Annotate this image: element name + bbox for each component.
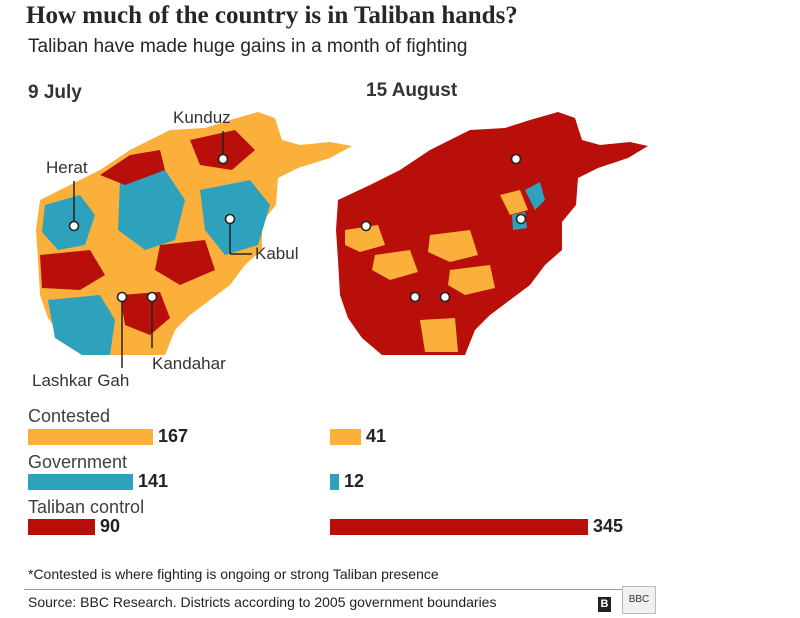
bar-1-1: [330, 474, 339, 490]
marker-aug-lashkar-gah: [409, 291, 421, 303]
marker-aug-kunduz: [510, 153, 522, 165]
bar-0-1: [28, 474, 133, 490]
map-july-taliban-south: [120, 292, 170, 335]
city-label-lashkar-gah: Lashkar Gah: [32, 371, 130, 390]
city-markers-august: [360, 153, 527, 303]
chart-subtitle: Taliban have made huge gains in a month …: [28, 36, 468, 57]
category-label-1: Government: [28, 452, 128, 472]
bar-0-2: [28, 519, 95, 535]
map-date-july: 9 July: [28, 82, 82, 103]
city-label-herat: Herat: [46, 158, 88, 177]
bbc-logo: B: [598, 597, 611, 612]
bar-1-0: [330, 429, 361, 445]
bbc-logo-image: BBC: [622, 586, 656, 614]
map-august-contested-3: [428, 230, 478, 262]
map-august-government-1: [525, 182, 545, 210]
bar-value-0-1: 141: [138, 471, 169, 491]
map-august-contested-5: [420, 318, 458, 352]
map-august-contested-6: [500, 190, 528, 215]
map-july-taliban-center: [155, 240, 215, 285]
category-label-0: Contested: [28, 406, 111, 426]
city-leaders-july: [73, 131, 252, 368]
map-august-outline: [336, 112, 648, 355]
city-markers-july: [68, 153, 236, 303]
bar-value-1-0: 41: [366, 426, 387, 446]
bar-value-0-2: 90: [100, 516, 121, 536]
map-july-government-south: [48, 295, 115, 355]
city-label-kandahar: Kandahar: [152, 354, 226, 373]
map-august-contested-1: [345, 225, 385, 252]
marker-kabul: [224, 213, 236, 225]
map-august: [336, 112, 648, 355]
marker-aug-herat: [360, 220, 372, 232]
bar-value-1-2: 345: [593, 516, 624, 536]
marker-kandahar: [146, 291, 158, 303]
category-label-2: Taliban control: [28, 497, 145, 517]
marker-aug-kabul: [515, 213, 527, 225]
source-text: Source: BBC Research. Districts accordin…: [28, 594, 497, 610]
chart-title: How much of the country is in Taliban ha…: [26, 2, 518, 29]
map-august-contested-4: [448, 265, 495, 295]
map-august-contested-2: [372, 250, 418, 280]
footnote: *Contested is where fighting is ongoing …: [28, 566, 439, 582]
map-july-taliban-north: [100, 150, 165, 185]
source-divider: [24, 589, 648, 590]
bar-1-2: [330, 519, 588, 535]
map-july-government-west: [42, 195, 95, 250]
marker-aug-kandahar: [439, 291, 451, 303]
bar-0-0: [28, 429, 153, 445]
bbc-logo-b: B: [598, 597, 611, 612]
marker-lashkar-gah: [116, 291, 128, 303]
city-label-kabul: Kabul: [255, 244, 299, 263]
marker-herat: [68, 220, 80, 232]
bar-value-1-1: 12: [344, 471, 365, 491]
map-july-taliban-west: [40, 250, 105, 290]
bar-value-0-0: 167: [158, 426, 189, 446]
map-july-government-center: [118, 170, 185, 250]
map-date-august: 15 August: [366, 80, 458, 101]
city-label-kunduz: Kunduz: [173, 108, 231, 127]
marker-kunduz: [217, 153, 229, 165]
map-july: [36, 112, 352, 355]
